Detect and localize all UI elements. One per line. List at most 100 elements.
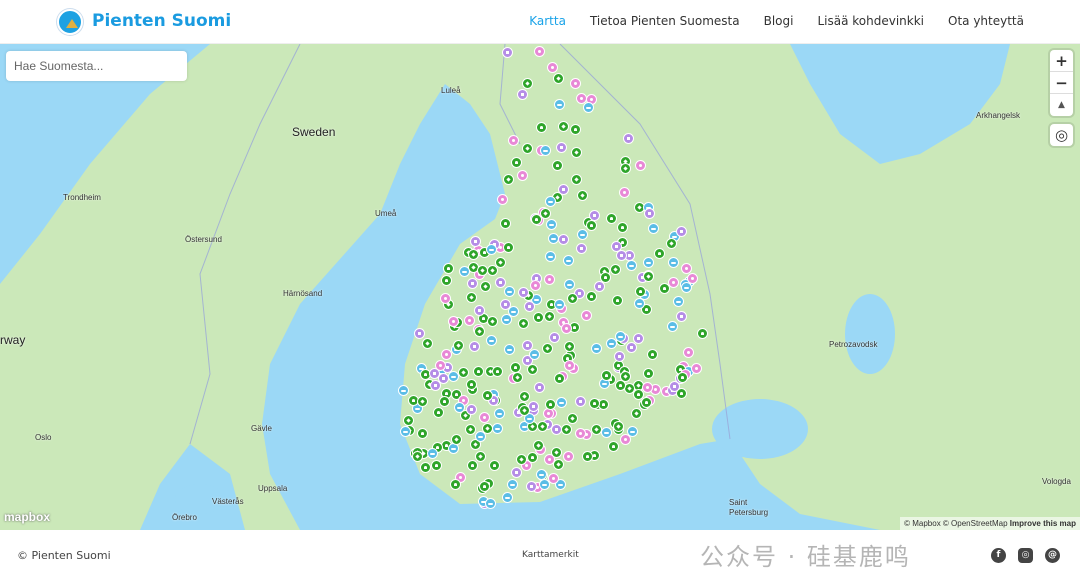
map-marker-museum[interactable] [430,380,442,392]
map-marker-playground[interactable] [465,424,477,436]
nav-tietoa[interactable]: Tietoa Pienten Suomesta [589,14,740,28]
map-marker-playground[interactable] [552,73,564,85]
map-marker-museum[interactable] [516,88,528,100]
map-marker-museum[interactable] [643,207,655,219]
map-marker-swimming[interactable] [536,469,548,481]
map-marker-swimming[interactable] [399,426,411,438]
map-marker-nature[interactable] [488,460,500,472]
map-marker-museum[interactable] [574,396,586,408]
map-marker-swimming[interactable] [647,223,659,235]
map-marker-swimming[interactable] [397,385,409,397]
map-marker-playground[interactable] [612,420,624,432]
map-marker-nature[interactable] [634,286,646,298]
map-marker-swimming[interactable] [681,282,693,294]
map-marker-museum[interactable] [594,281,606,293]
map-marker-museum[interactable] [616,250,628,262]
map-marker-playground[interactable] [452,339,464,351]
map-marker-swimming[interactable] [576,229,588,241]
map-marker-animals[interactable] [682,347,694,359]
map-marker-swimming[interactable] [642,257,654,269]
map-marker-nature[interactable] [570,124,582,136]
zoom-in-button[interactable]: + [1050,50,1073,72]
map-marker-playground[interactable] [417,395,429,407]
map-marker-playground[interactable] [551,447,563,459]
map-marker-playground[interactable] [570,173,582,185]
compass-button[interactable]: ▲ [1058,100,1065,110]
map-marker-nature[interactable] [499,218,511,230]
map-marker-playground[interactable] [560,424,572,436]
map-marker-playground[interactable] [557,121,569,133]
map-marker-playground[interactable] [487,265,499,277]
nav-kartta[interactable]: Kartta [529,14,566,28]
map-marker-playground[interactable] [502,174,514,186]
attr-mapbox[interactable]: © Mapbox [904,519,941,528]
map-marker-playground[interactable] [521,142,533,154]
map-marker-museum[interactable] [625,342,637,354]
map-marker-nature[interactable] [430,460,442,472]
map-marker-playground[interactable] [468,248,480,260]
map-marker-museum[interactable] [551,424,563,436]
map-marker-animals[interactable] [447,316,459,328]
map-marker-playground[interactable] [466,292,478,304]
map-marker-nature[interactable] [640,304,652,316]
map-marker-swimming[interactable] [605,337,617,349]
map-marker-playground[interactable] [403,414,415,426]
map-marker-museum[interactable] [522,339,534,351]
map-marker-museum[interactable] [557,184,569,196]
map-marker-swimming[interactable] [554,479,566,491]
map-marker-playground[interactable] [541,343,553,355]
map-marker-animals[interactable] [543,274,555,286]
map-marker-playground[interactable] [457,367,469,379]
footer-karttamerkit-link[interactable]: Karttamerkit [522,550,579,560]
map-marker-museum[interactable] [549,332,561,344]
map-marker-museum[interactable] [523,301,535,313]
map-marker-swimming[interactable] [668,256,680,268]
map-marker-museum[interactable] [470,235,482,247]
map-marker-museum[interactable] [467,278,479,290]
map-marker-swimming[interactable] [454,401,466,413]
map-marker-swimming[interactable] [539,479,551,490]
improve-map-link[interactable]: Improve this map [1009,519,1076,528]
map-marker-playground[interactable] [620,371,632,383]
map-marker-nature[interactable] [432,406,444,418]
map-marker-swimming[interactable] [546,218,558,230]
map-marker-playground[interactable] [630,408,642,420]
map-marker-museum[interactable] [438,373,450,385]
brand-logo[interactable] [57,9,83,35]
map-marker-nature[interactable] [632,388,644,400]
map-marker-nature[interactable] [588,397,600,409]
map[interactable]: Sweden rway Luleå Umeå Trondheim Östersu… [0,44,1080,530]
map-marker-playground[interactable] [511,371,523,383]
map-marker-playground[interactable] [642,271,654,283]
map-marker-nature[interactable] [438,395,450,407]
map-marker-nature[interactable] [450,479,462,491]
map-marker-museum[interactable] [614,351,626,363]
map-marker-nature[interactable] [585,220,597,232]
map-marker-playground[interactable] [533,439,545,451]
map-marker-swimming[interactable] [459,265,471,277]
search-input[interactable] [6,51,187,81]
nav-blogi[interactable]: Blogi [763,14,794,28]
map-marker-swimming[interactable] [591,342,603,354]
facebook-icon[interactable]: f [991,548,1006,563]
map-marker-playground[interactable] [518,318,530,330]
map-marker-nature[interactable] [552,159,564,171]
map-marker-nature[interactable] [653,247,665,259]
map-marker-swimming[interactable] [506,478,518,490]
map-marker-nature[interactable] [441,275,453,287]
map-marker-playground[interactable] [519,405,531,417]
map-marker-museum[interactable] [669,380,681,392]
map-marker-nature[interactable] [601,369,613,381]
map-marker-animals[interactable] [507,135,519,147]
map-marker-animals[interactable] [575,93,587,105]
map-marker-nature[interactable] [419,462,431,474]
map-marker-nature[interactable] [617,221,629,233]
map-marker-swimming[interactable] [626,426,638,438]
map-marker-swimming[interactable] [555,396,567,408]
map-marker-animals[interactable] [497,194,509,206]
map-marker-nature[interactable] [614,379,626,391]
map-marker-swimming[interactable] [486,334,498,346]
map-marker-swimming[interactable] [508,306,520,318]
map-marker-nature[interactable] [608,441,620,453]
map-marker-museum[interactable] [469,340,481,352]
